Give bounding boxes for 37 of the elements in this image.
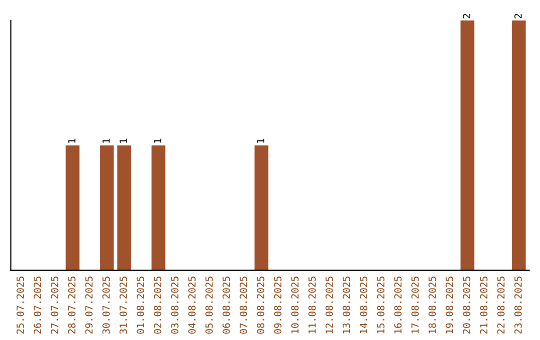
x-tick-label: 31.07.2025	[120, 276, 127, 334]
x-tick-label: 07.08.2025	[240, 276, 248, 334]
data-label: 1	[68, 138, 76, 143]
x-tick-label: 09.08.2025	[274, 276, 282, 334]
x-tick-label: 29.07.2025	[85, 276, 93, 334]
x-tick-label: 19.08.2025	[446, 276, 454, 334]
x-tick-label: 26.07.2025	[34, 276, 42, 334]
data-label: 2	[462, 14, 470, 18]
x-tick-label: 02.08.2025	[154, 276, 162, 334]
data-label: 2	[514, 14, 522, 18]
x-tick-label: 27.07.2025	[50, 276, 58, 334]
x-tick-label: 12.08.2025	[326, 276, 333, 334]
data-label: 1	[257, 138, 264, 143]
x-tick-label: 30.07.2025	[102, 276, 110, 334]
x-tick-label: 05.08.2025	[205, 276, 213, 334]
x-tick-label: 23.08.2025	[514, 276, 522, 334]
x-tick-label: 03.08.2025	[171, 276, 178, 334]
x-tick-label: 10.08.2025	[291, 276, 299, 334]
x-tick-label: 06.08.2025	[222, 276, 230, 334]
x-tick-label: 01.08.2025	[136, 276, 144, 334]
x-tick-label: 04.08.2025	[188, 276, 196, 334]
x-tick-label: 21.08.2025	[480, 276, 488, 334]
data-label: 1	[120, 138, 127, 143]
x-tick-label: 15.08.2025	[377, 276, 384, 334]
x-tick-label: 22.08.2025	[497, 276, 505, 334]
x-tick-label: 28.07.2025	[68, 276, 76, 334]
x-tick-label: 20.08.2025	[462, 276, 470, 334]
data-label: 1	[102, 138, 110, 143]
x-tick-label: 11.08.2025	[308, 276, 316, 334]
x-tick-label: 25.07.2025	[16, 276, 24, 334]
x-tick-label: 14.08.2025	[360, 276, 368, 334]
x-tick-label: 13.08.2025	[342, 276, 350, 334]
x-tick-label: 16.08.2025	[394, 276, 402, 334]
x-tick-label: 18.08.2025	[428, 276, 436, 334]
x-tick-label: 08.08.2025	[256, 276, 264, 334]
data-label: 1	[154, 138, 162, 143]
x-tick-label: 17.08.2025	[411, 276, 419, 334]
